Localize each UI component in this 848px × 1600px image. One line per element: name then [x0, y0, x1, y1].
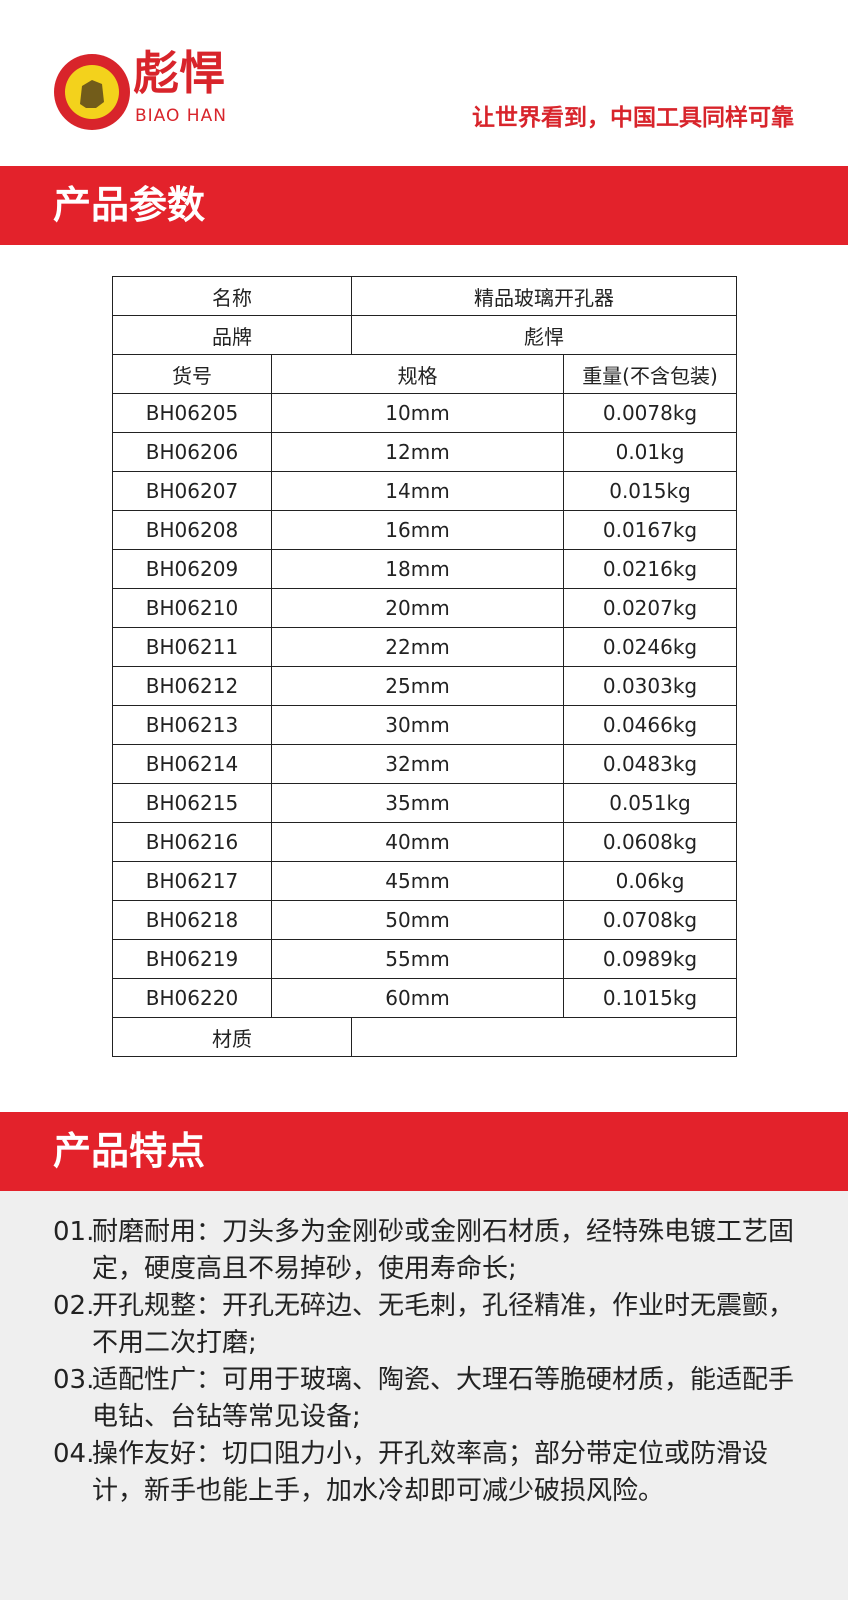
table-cell: 0.0483kg [563, 744, 737, 784]
table-cell: 名称 [112, 276, 352, 316]
table-cell: 40mm [271, 822, 564, 862]
slogan: 让世界看到，中国工具同样可靠 [472, 105, 794, 131]
table-cell: 货号 [112, 354, 272, 394]
table-cell: 0.0466kg [563, 705, 737, 745]
table-cell: 50mm [271, 900, 564, 940]
feature-number: 02. [53, 1291, 95, 1321]
table-cell: 0.0207kg [563, 588, 737, 628]
table-cell: BH06216 [112, 822, 272, 862]
table-cell: 14mm [271, 471, 564, 511]
table-cell: 0.0078kg [563, 393, 737, 433]
brand-latin: BIAO HAN [135, 106, 227, 126]
features-bg [0, 1191, 848, 1600]
table-cell: BH06218 [112, 900, 272, 940]
table-cell: 0.0246kg [563, 627, 737, 667]
feature-text: 耐磨耐用：刀头多为金刚砂或金刚石材质，经特殊电镀工艺固定，硬度高且不易掉砂，使用… [92, 1217, 795, 1284]
table-row: 品牌 彪悍 [112, 315, 737, 355]
section-title: 产品参数 [0, 166, 848, 245]
table-row: BH06206 12mm 0.01kg [112, 432, 737, 472]
table-cell: BH06220 [112, 978, 272, 1018]
table-cell: 0.0989kg [563, 939, 737, 979]
table-row: BH06208 16mm 0.0167kg [112, 510, 737, 550]
table-cell: 品牌 [112, 315, 352, 355]
table-cell: BH06211 [112, 627, 272, 667]
feature-number: 01. [53, 1217, 95, 1247]
feature-number: 03. [53, 1365, 95, 1395]
table-cell: BH06219 [112, 939, 272, 979]
table-cell: BH06210 [112, 588, 272, 628]
table-cell: 25mm [271, 666, 564, 706]
table-cell: 16mm [271, 510, 564, 550]
table-cell: BH06214 [112, 744, 272, 784]
table-row: 货号 规格 重量(不含包装) [112, 354, 737, 394]
table-row: BH06219 55mm 0.0989kg [112, 939, 737, 979]
table-row: BH06217 45mm 0.06kg [112, 861, 737, 901]
table-row: BH06215 35mm 0.051kg [112, 783, 737, 823]
logo [54, 54, 130, 130]
table-cell: 0.06kg [563, 861, 737, 901]
spec-table: 名称 精品玻璃开孔器 品牌 彪悍 货号 规格 重量(不含包装) BH06205 10mm 0.00… [112, 276, 737, 1057]
table-cell: 18mm [271, 549, 564, 589]
section-title: 产品特点 [0, 1112, 848, 1191]
table-cell: 55mm [271, 939, 564, 979]
table-row: BH06213 30mm 0.0466kg [112, 705, 737, 745]
table-cell: 0.1015kg [563, 978, 737, 1018]
table-row: BH06212 25mm 0.0303kg [112, 666, 737, 706]
table-cell: BH06207 [112, 471, 272, 511]
brand-name: 彪悍 [133, 46, 225, 100]
table-row: BH06210 20mm 0.0207kg [112, 588, 737, 628]
feature-item: 01. 耐磨耐用：刀头多为金刚砂或金刚石材质，经特殊电镀工艺固定，硬度高且不易掉砂… [53, 1214, 803, 1288]
table-cell: 材质 [112, 1017, 352, 1057]
table-cell: 0.0167kg [563, 510, 737, 550]
table-cell: 重量(不含包装) [563, 354, 737, 394]
table-cell: 规格 [271, 354, 564, 394]
feature-item: 03. 适配性广：可用于玻璃、陶瓷、大理石等脆硬材质，能适配手电钻、台钻等常见设备… [53, 1362, 803, 1436]
feature-number: 04. [53, 1439, 95, 1469]
table-cell: BH06209 [112, 549, 272, 589]
table-cell: 35mm [271, 783, 564, 823]
table-cell: BH06217 [112, 861, 272, 901]
table-row: 名称 精品玻璃开孔器 [112, 276, 737, 316]
table-cell: BH06206 [112, 432, 272, 472]
feature-text: 开孔规整：开孔无碎边、无毛刺，孔径精准，作业时无震颤，不用二次打磨; [92, 1291, 795, 1358]
table-row: BH06209 18mm 0.0216kg [112, 549, 737, 589]
table-cell: 0.0216kg [563, 549, 737, 589]
table-cell: 45mm [271, 861, 564, 901]
table-row: BH06214 32mm 0.0483kg [112, 744, 737, 784]
table-cell: BH06213 [112, 705, 272, 745]
table-cell: 10mm [271, 393, 564, 433]
feature-text: 操作友好：切口阻力小，开孔效率高；部分带定位或防滑设计，新手也能上手，加水冷却即… [92, 1439, 769, 1506]
table-cell: 0.015kg [563, 471, 737, 511]
table-cell: 彪悍 [351, 315, 737, 355]
table-row: BH06207 14mm 0.015kg [112, 471, 737, 511]
table-cell: BH06215 [112, 783, 272, 823]
table-row: BH06218 50mm 0.0708kg [112, 900, 737, 940]
table-cell [351, 1017, 737, 1057]
feature-item: 04. 操作友好：切口阻力小，开孔效率高；部分带定位或防滑设计，新手也能上手，加水… [53, 1436, 803, 1510]
table-cell: 32mm [271, 744, 564, 784]
table-cell: 0.0303kg [563, 666, 737, 706]
table-row: 材质 [112, 1017, 737, 1057]
feature-item: 02. 开孔规整：开孔无碎边、无毛刺，孔径精准，作业时无震颤，不用二次打磨; [53, 1288, 803, 1362]
table-cell: BH06205 [112, 393, 272, 433]
table-cell: 0.051kg [563, 783, 737, 823]
table-cell: 0.0708kg [563, 900, 737, 940]
table-cell: 12mm [271, 432, 564, 472]
table-row: BH06211 22mm 0.0246kg [112, 627, 737, 667]
table-cell: 0.01kg [563, 432, 737, 472]
table-row: BH06205 10mm 0.0078kg [112, 393, 737, 433]
table-cell: 精品玻璃开孔器 [351, 276, 737, 316]
table-cell: 22mm [271, 627, 564, 667]
table-row: BH06216 40mm 0.0608kg [112, 822, 737, 862]
table-cell: 60mm [271, 978, 564, 1018]
table-cell: 20mm [271, 588, 564, 628]
table-row: BH06220 60mm 0.1015kg [112, 978, 737, 1018]
table-cell: 0.0608kg [563, 822, 737, 862]
feature-list: 01. 耐磨耐用：刀头多为金刚砂或金刚石材质，经特殊电镀工艺固定，硬度高且不易掉砂… [53, 1214, 803, 1510]
table-cell: BH06208 [112, 510, 272, 550]
table-cell: BH06212 [112, 666, 272, 706]
feature-text: 适配性广：可用于玻璃、陶瓷、大理石等脆硬材质，能适配手电钻、台钻等常见设备; [92, 1365, 795, 1432]
table-cell: 30mm [271, 705, 564, 745]
